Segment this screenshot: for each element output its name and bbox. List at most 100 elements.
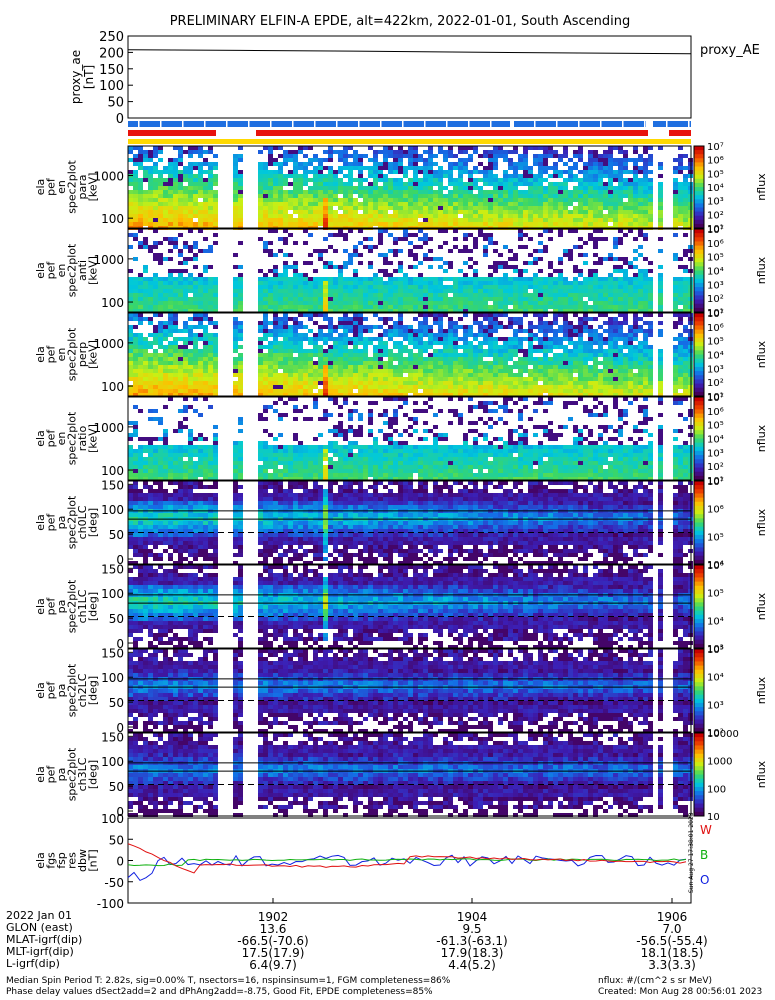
heatmap-cell	[643, 233, 648, 237]
heatmap-cell	[333, 393, 338, 397]
heatmap-cell	[408, 158, 413, 162]
heatmap-cell	[238, 218, 243, 222]
heatmap-cell	[308, 285, 313, 289]
heatmap-cell	[213, 289, 218, 293]
heatmap-cell	[363, 341, 368, 345]
heatmap-cell	[148, 202, 153, 206]
heatmap-cell	[298, 222, 303, 226]
heatmap-cell	[508, 186, 513, 190]
heatmap-cell	[373, 273, 378, 277]
heatmap-cell	[643, 194, 648, 198]
heatmap-cell	[368, 369, 373, 373]
heatmap-cell	[203, 249, 208, 253]
heatmap-cell	[178, 377, 183, 381]
heatmap-cell	[323, 369, 328, 373]
heatmap-cell	[628, 293, 633, 297]
colorbar-frame	[693, 228, 705, 313]
heatmap-cell	[453, 393, 458, 397]
heatmap-cell	[468, 389, 473, 393]
heatmap-cell	[238, 214, 243, 218]
heatmap-cell	[293, 166, 298, 170]
heatmap-cell	[463, 349, 468, 353]
heatmap-cell	[303, 174, 308, 178]
heatmap-cell	[203, 178, 208, 182]
heatmap-cell	[203, 389, 208, 393]
heatmap-cell	[433, 361, 438, 365]
heatmap-cell	[608, 297, 613, 301]
heatmap-cell	[518, 365, 523, 369]
heatmap-cell	[328, 369, 333, 373]
heatmap-cell	[483, 365, 488, 369]
heatmap-cell	[158, 178, 163, 182]
heatmap-cell	[308, 202, 313, 206]
heatmap-cell	[323, 341, 328, 345]
heatmap-cell	[193, 162, 198, 166]
heatmap-cell	[323, 186, 328, 190]
heatmap-cell	[273, 373, 278, 377]
heatmap-cell	[473, 293, 478, 297]
heatmap-cell	[508, 317, 513, 321]
heatmap-cell	[158, 389, 163, 393]
heatmap-cell	[533, 373, 538, 377]
heatmap-cell	[308, 198, 313, 202]
heatmap-cell	[528, 349, 533, 353]
heatmap-cell	[503, 305, 508, 309]
heatmap-cell	[158, 190, 163, 194]
heatmap-cell	[143, 337, 148, 341]
heatmap-cell	[133, 361, 138, 365]
heatmap-cell	[503, 273, 508, 277]
heatmap-cell	[133, 170, 138, 174]
heatmap-cell	[358, 277, 363, 281]
heatmap-cell	[328, 285, 333, 289]
heatmap-cell	[488, 353, 493, 357]
heatmap-cell	[533, 194, 538, 198]
heatmap-cell	[208, 373, 213, 377]
heatmap-cell	[238, 182, 243, 186]
heatmap-cell	[508, 349, 513, 353]
heatmap-cell	[453, 285, 458, 289]
heatmap-cell	[678, 166, 683, 170]
heatmap-cell	[128, 353, 133, 357]
heatmap-cell	[273, 214, 278, 218]
heatmap-cell	[333, 345, 338, 349]
heatmap-cell	[133, 317, 138, 321]
heatmap-cell	[343, 210, 348, 214]
heatmap-cell	[503, 186, 508, 190]
heatmap-cell	[208, 393, 213, 397]
heatmap-cell	[648, 162, 653, 166]
heatmap-cell	[403, 333, 408, 337]
heatmap-cell	[428, 393, 433, 397]
heatmap-cell	[358, 373, 363, 377]
heatmap-cell	[638, 206, 643, 210]
heatmap-cell	[648, 261, 653, 265]
heatmap-cell	[283, 277, 288, 281]
heatmap-cell	[328, 190, 333, 194]
heatmap-cell	[188, 389, 193, 393]
heatmap-cell	[398, 289, 403, 293]
heatmap-cell	[458, 389, 463, 393]
heatmap-cell	[548, 194, 553, 198]
heatmap-cell	[453, 353, 458, 357]
heatmap-cell	[318, 353, 323, 357]
heatmap-cell	[353, 253, 358, 257]
heatmap-cell	[278, 273, 283, 277]
heatmap-cell	[448, 194, 453, 198]
heatmap-cell	[268, 182, 273, 186]
heatmap-cell	[148, 210, 153, 214]
heatmap-cell	[518, 245, 523, 249]
heatmap-cell	[518, 162, 523, 166]
heatmap-cell	[353, 269, 358, 273]
heatmap-cell	[308, 389, 313, 393]
heatmap-cell	[533, 182, 538, 186]
heatmap-cell	[593, 198, 598, 202]
heatmap-cell	[263, 361, 268, 365]
heatmap-cell	[163, 305, 168, 309]
heatmap-cell	[203, 345, 208, 349]
heatmap-cell	[583, 385, 588, 389]
heatmap-cell	[628, 301, 633, 305]
heatmap-cell	[268, 162, 273, 166]
heatmap-cell	[383, 341, 388, 345]
heatmap-cell	[263, 166, 268, 170]
heatmap-cell	[623, 297, 628, 301]
